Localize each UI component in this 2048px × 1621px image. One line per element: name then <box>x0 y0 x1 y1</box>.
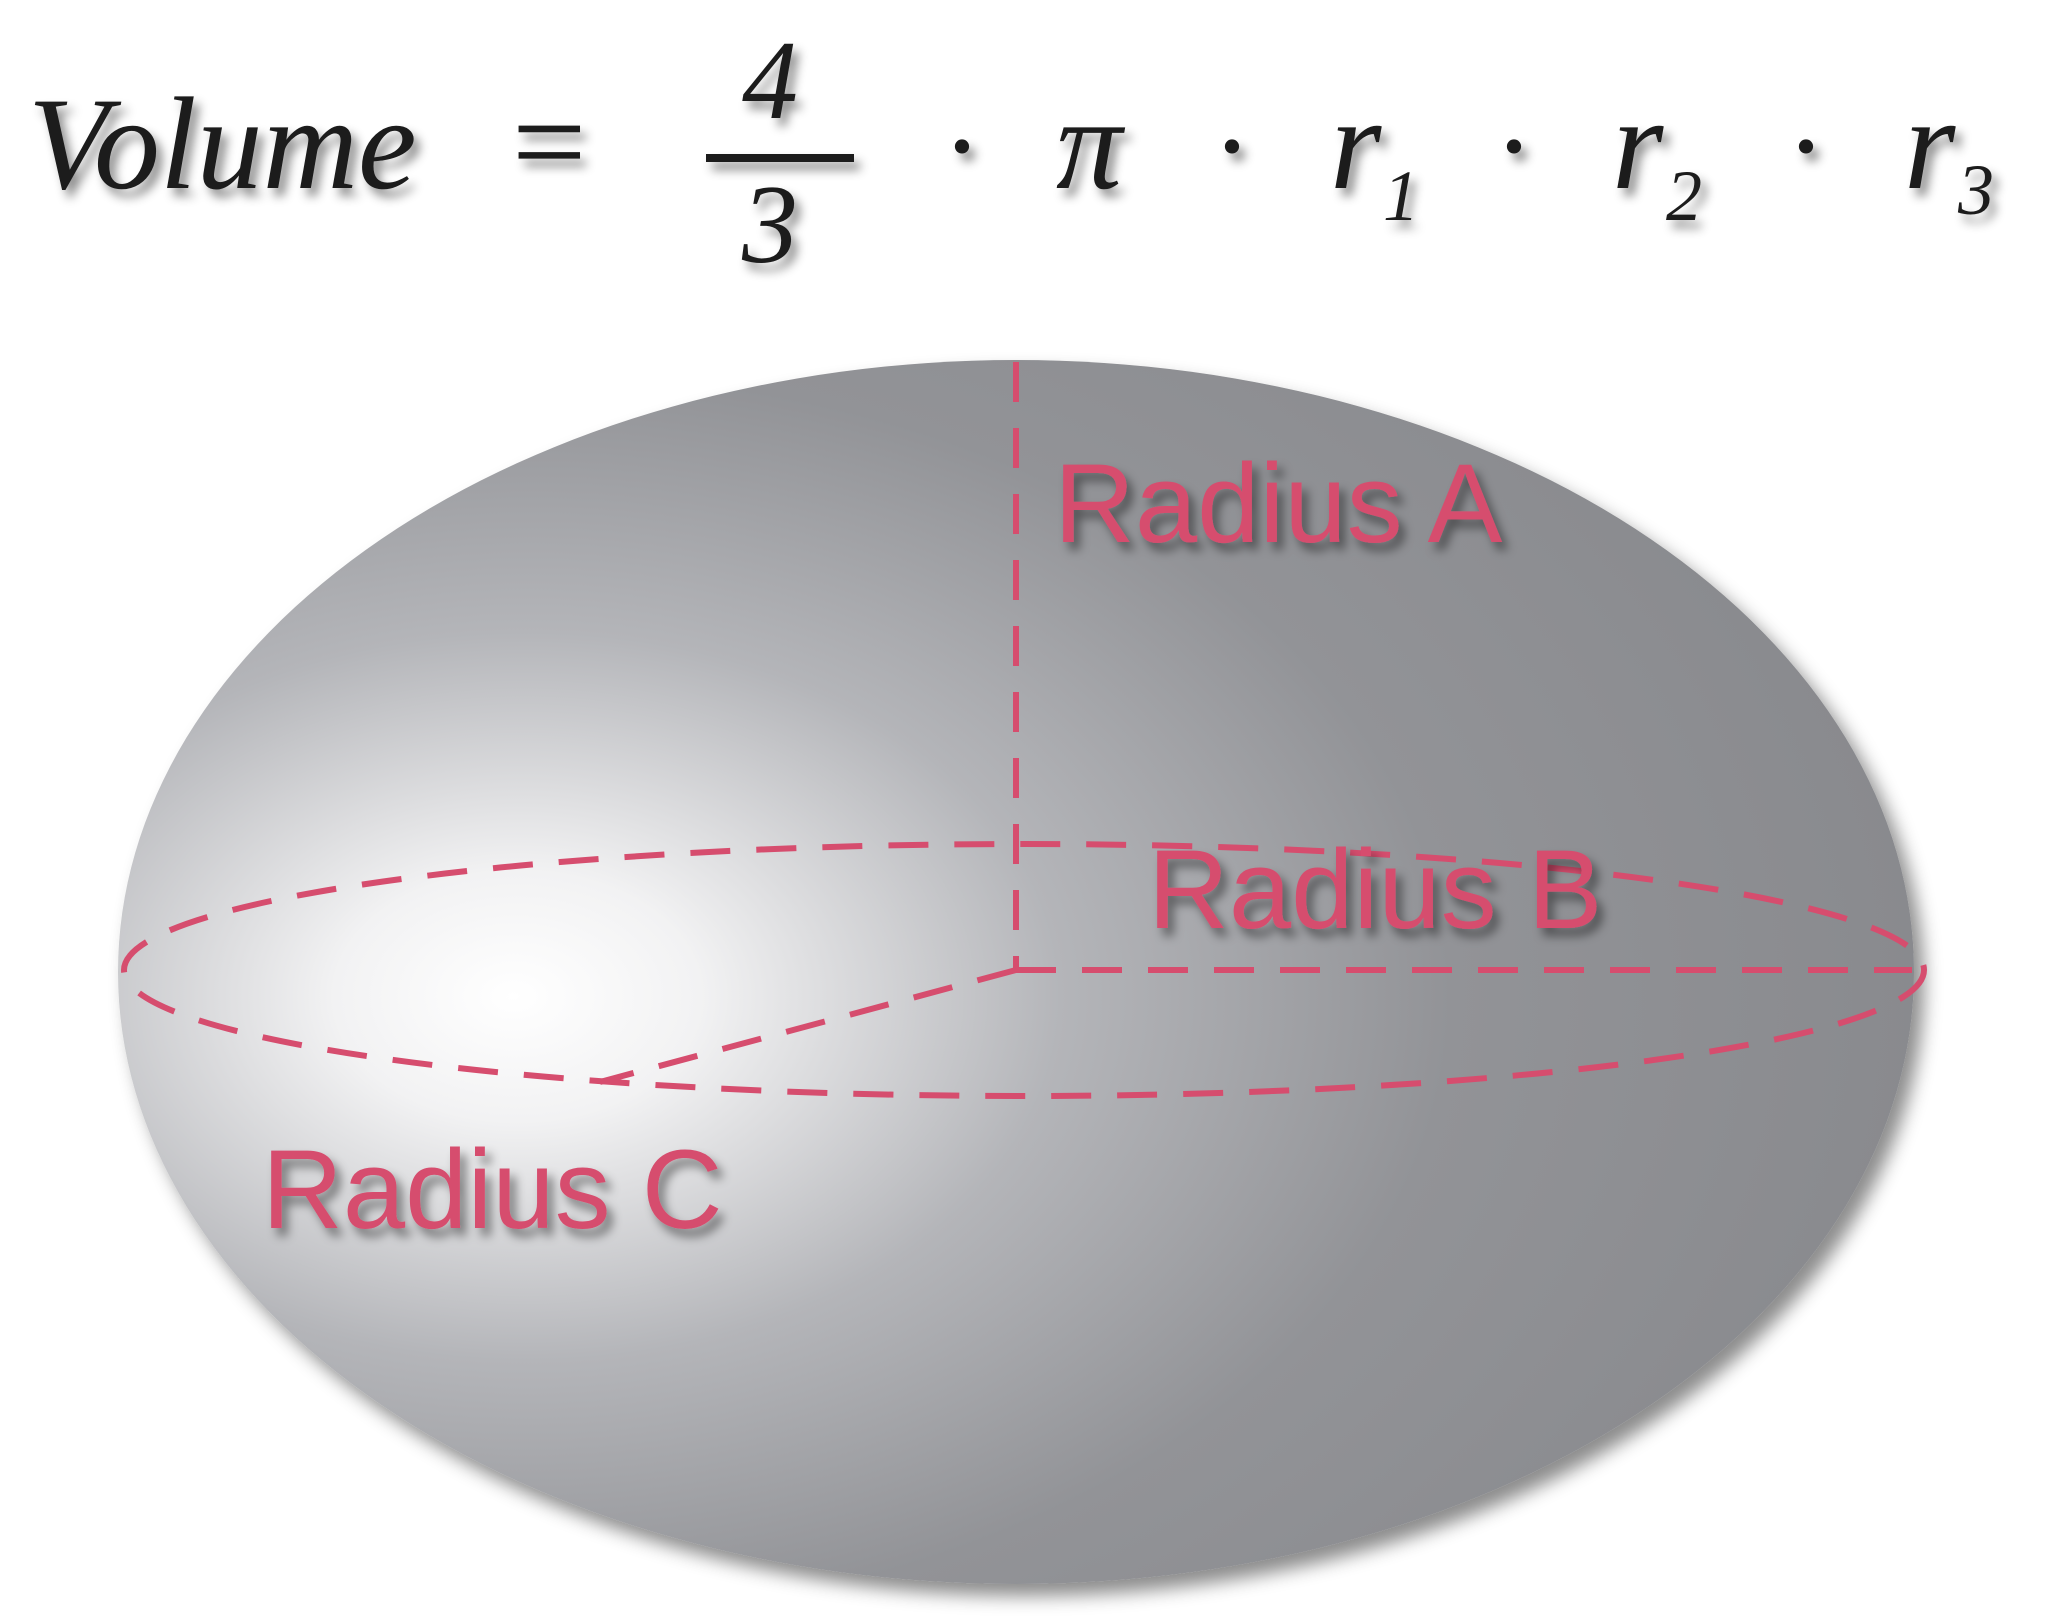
formula-sub3: 3 <box>1957 150 1994 230</box>
formula-dot-1: · <box>942 79 982 212</box>
equator-ellipse <box>121 841 1927 1099</box>
formula-r1: r <box>1330 70 1382 217</box>
formula-dot-2: · <box>1212 79 1252 212</box>
radius-labels: Radius A Radius B Radius C <box>262 441 1602 1252</box>
formula-lhs: Volume <box>28 70 417 217</box>
formula-equals: = <box>512 68 586 215</box>
radius-b-label: Radius B <box>1148 827 1602 952</box>
formula-denominator: 3 <box>741 163 798 287</box>
formula-numerator: 4 <box>742 19 798 143</box>
radius-guides <box>121 362 1927 1099</box>
radius-a-label: Radius A <box>1054 441 1503 566</box>
radius-c-line <box>599 967 1017 1085</box>
volume-formula: Volume = 4 3 · π · r 1 · r 2 · r 3 <box>28 19 1994 287</box>
formula-sub2: 2 <box>1666 156 1702 236</box>
fraction-bar <box>706 154 854 162</box>
formula-dot-3: · <box>1494 79 1534 212</box>
formula-r2: r <box>1612 70 1664 217</box>
formula-sub1: 1 <box>1383 156 1419 236</box>
formula-dot-4: · <box>1786 79 1826 212</box>
formula-pi: π <box>1056 70 1126 217</box>
formula-r3: r <box>1904 70 1956 217</box>
radius-c-label: Radius C <box>262 1127 723 1252</box>
